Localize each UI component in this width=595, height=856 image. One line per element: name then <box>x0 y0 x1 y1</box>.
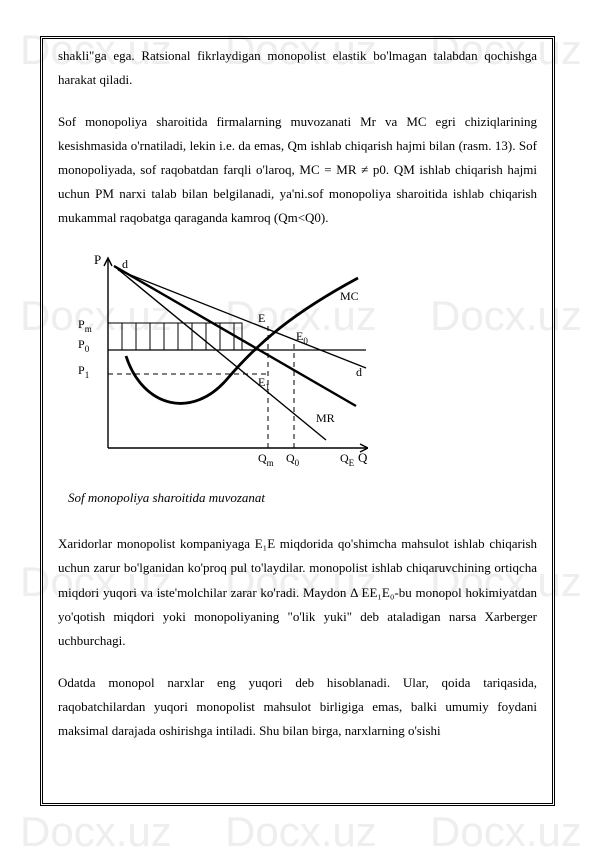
paragraph-1: shakli"ga ega. Ratsional fikrlaydigan mo… <box>58 44 537 92</box>
page-content: shakli"ga ega. Ratsional fikrlaydigan mo… <box>58 44 537 761</box>
paragraph-2: Sof monopoliya sharoitida firmalarning m… <box>58 110 537 230</box>
label-Pm: Pm <box>78 317 92 334</box>
watermark: Docx.uz <box>225 808 377 856</box>
watermark: Docx.uz <box>20 808 172 856</box>
paragraph-3a: Xaridorlar monopolist kompaniyaga E₁E mi… <box>58 536 537 623</box>
label-MC: MC <box>340 289 359 303</box>
label-Qm: Qm <box>258 451 274 468</box>
demand-d-side <box>118 270 366 368</box>
label-QE: QE <box>340 451 355 468</box>
label-E: E <box>258 311 265 325</box>
watermark: Docx.uz <box>430 808 582 856</box>
label-d-top: d <box>122 257 128 271</box>
label-P: P <box>94 252 101 267</box>
equilibrium-chart: P Q Pm P0 P1 Qm Q0 QE MC MR d d E E0 E1 <box>68 248 537 476</box>
label-d-side: d <box>356 365 362 379</box>
label-Q0: Q0 <box>286 451 300 468</box>
chart-caption: Sof monopoliya sharoitida muvozanat <box>68 486 537 510</box>
paragraph-4: Odatda monopol narxlar eng yuqori deb hi… <box>58 671 537 743</box>
label-P0: P0 <box>78 337 90 354</box>
paragraph-3: Xaridorlar monopolist kompaniyaga E₁E mi… <box>58 532 537 652</box>
label-Q: Q <box>358 450 368 465</box>
label-P1: P1 <box>78 363 89 380</box>
label-MR: MR <box>316 411 335 425</box>
